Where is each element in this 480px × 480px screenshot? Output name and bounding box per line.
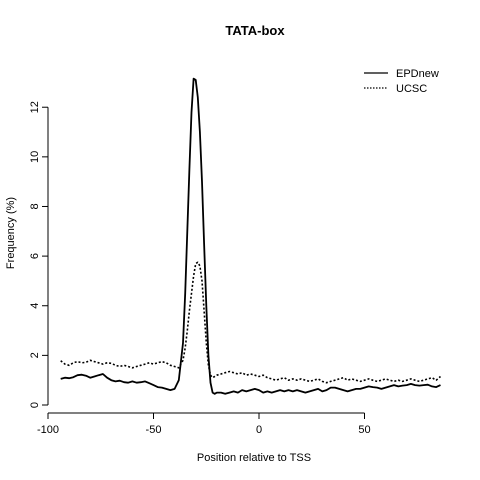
series-line-ucsc (60, 261, 442, 384)
y-tick-label: 0 (29, 402, 41, 408)
x-tick-label: -50 (146, 424, 162, 436)
y-tick-label: 6 (29, 253, 41, 259)
y-axis-label: Frequency (%) (5, 197, 17, 269)
y-tick-label: 12 (29, 101, 41, 113)
axes: -100 -50 0 50 0 2 4 6 8 10 12 (29, 101, 371, 436)
plot-area (60, 77, 442, 395)
chart-title: TATA-box (225, 23, 285, 38)
x-axis-label: Position relative to TSS (197, 452, 311, 464)
x-tick-label: -100 (37, 424, 59, 436)
x-tick-label: 0 (256, 424, 262, 436)
legend: EPDnew UCSC (364, 68, 439, 95)
series-line-epdnew (60, 77, 441, 395)
legend-label-ucsc: UCSC (396, 83, 427, 95)
y-tick-label: 10 (29, 151, 41, 163)
y-tick-label: 8 (29, 203, 41, 209)
x-tick-label: 50 (358, 424, 370, 436)
y-tick-label: 4 (29, 303, 41, 309)
legend-label-epdnew: EPDnew (396, 68, 439, 80)
y-tick-label: 2 (29, 352, 41, 358)
